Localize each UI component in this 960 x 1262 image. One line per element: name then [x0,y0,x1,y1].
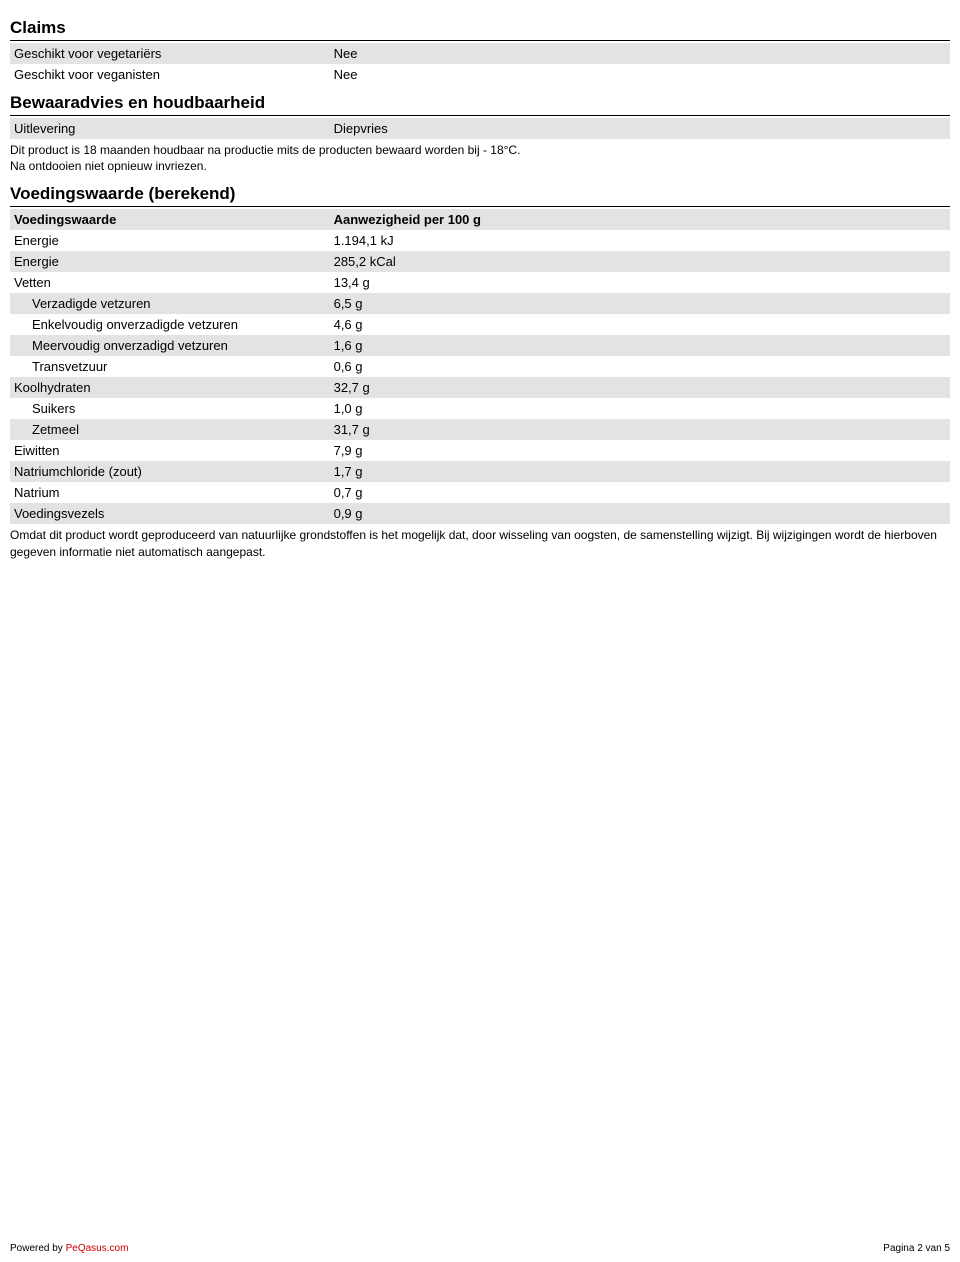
table-row: Meervoudig onverzadigd vetzuren1,6 g [10,335,950,356]
cell-blank [640,461,950,482]
cell-value: Nee [330,43,950,64]
cell-label: Energie [10,251,330,272]
table-row: Voedingsvezels0,9 g [10,503,950,524]
table-row: Zetmeel31,7 g [10,419,950,440]
cell-label: Eiwitten [10,440,330,461]
nutrition-header-row: Voedingswaarde Aanwezigheid per 100 g [10,209,950,230]
cell-blank [640,503,950,524]
cell-blank [640,335,950,356]
cell-blank [640,272,950,293]
cell-blank [640,230,950,251]
cell-blank [640,440,950,461]
table-row: Energie1.194,1 kJ [10,230,950,251]
cell-blank [640,314,950,335]
cell-value: 1,7 g [330,461,640,482]
cell-blank [640,251,950,272]
cell-label: Koolhydraten [10,377,330,398]
nutrition-header-blank [640,209,950,230]
cell-blank [640,482,950,503]
table-row: Enkelvoudig onverzadigde vetzuren4,6 g [10,314,950,335]
nutrition-header-label: Voedingswaarde [10,209,330,230]
cell-value: 0,6 g [330,356,640,377]
cell-label: Meervoudig onverzadigd vetzuren [10,335,330,356]
cell-value: 32,7 g [330,377,640,398]
cell-label: Energie [10,230,330,251]
cell-value: 1.194,1 kJ [330,230,640,251]
cell-label: Transvetzuur [10,356,330,377]
table-row: Suikers1,0 g [10,398,950,419]
cell-label: Geschikt voor vegetariërs [10,43,330,64]
cell-label: Geschikt voor veganisten [10,64,330,85]
footer-powered-by: Powered by PeQasus.com [10,1243,128,1254]
nutrition-footnote: Omdat dit product wordt geproduceerd van… [10,527,950,559]
cell-label: Vetten [10,272,330,293]
table-row: Geschikt voor veganistenNee [10,64,950,85]
table-row: Energie285,2 kCal [10,251,950,272]
table-row: Natriumchloride (zout)1,7 g [10,461,950,482]
cell-blank [640,293,950,314]
cell-label: Enkelvoudig onverzadigde vetzuren [10,314,330,335]
cell-value: Nee [330,64,950,85]
cell-value: 1,6 g [330,335,640,356]
cell-value: 13,4 g [330,272,640,293]
cell-label: Natriumchloride (zout) [10,461,330,482]
table-row: Natrium0,7 g [10,482,950,503]
cell-label: Voedingsvezels [10,503,330,524]
table-row: Vetten13,4 g [10,272,950,293]
cell-value: 4,6 g [330,314,640,335]
cell-label: Natrium [10,482,330,503]
nutrition-title: Voedingswaarde (berekend) [10,184,950,207]
claims-title: Claims [10,18,950,41]
nutrition-table: Voedingswaarde Aanwezigheid per 100 g En… [10,209,950,524]
footer-page-number: Pagina 2 van 5 [883,1243,950,1254]
page-footer: Powered by PeQasus.com Pagina 2 van 5 [10,1243,950,1254]
cell-blank [640,398,950,419]
cell-value: 1,0 g [330,398,640,419]
claims-table: Geschikt voor vegetariërsNeeGeschikt voo… [10,43,950,85]
footer-powered-by-text: Powered by [10,1243,66,1254]
cell-label: Suikers [10,398,330,419]
cell-value: 6,5 g [330,293,640,314]
cell-label: Zetmeel [10,419,330,440]
cell-blank [640,419,950,440]
table-row: Verzadigde vetzuren6,5 g [10,293,950,314]
storage-note: Dit product is 18 maanden houdbaar na pr… [10,142,950,174]
cell-value: 7,9 g [330,440,640,461]
cell-value: 31,7 g [330,419,640,440]
cell-value: 285,2 kCal [330,251,640,272]
table-row: Koolhydraten32,7 g [10,377,950,398]
table-row: Eiwitten7,9 g [10,440,950,461]
footer-link[interactable]: PeQasus.com [66,1243,129,1254]
cell-value: Diepvries [330,118,950,139]
table-row: Transvetzuur0,6 g [10,356,950,377]
cell-label: Verzadigde vetzuren [10,293,330,314]
table-row: Geschikt voor vegetariërsNee [10,43,950,64]
storage-title: Bewaaradvies en houdbaarheid [10,93,950,116]
cell-value: 0,7 g [330,482,640,503]
table-row: UitleveringDiepvries [10,118,950,139]
cell-blank [640,377,950,398]
nutrition-header-value: Aanwezigheid per 100 g [330,209,640,230]
cell-label: Uitlevering [10,118,330,139]
cell-value: 0,9 g [330,503,640,524]
cell-blank [640,356,950,377]
storage-table: UitleveringDiepvries [10,118,950,139]
